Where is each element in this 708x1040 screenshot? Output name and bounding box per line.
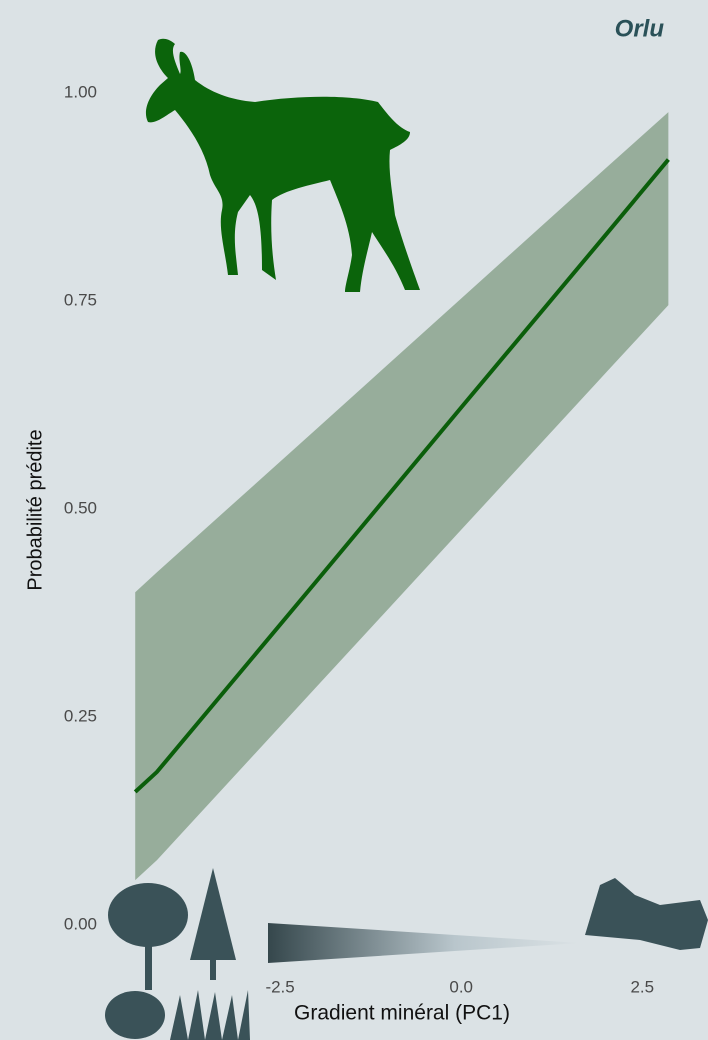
- confidence-band: [135, 112, 669, 881]
- prediction-line: [133, 158, 670, 794]
- y-tick-label: 0.50: [64, 498, 97, 517]
- y-tick-label: 0.00: [64, 914, 97, 933]
- x-axis-label: Gradient minéral (PC1): [294, 1002, 510, 1025]
- x-tick-label: 2.5: [630, 977, 654, 996]
- x-tick-label: -2.5: [265, 977, 294, 996]
- chamois-icon: [145, 38, 420, 292]
- gradient-wedge: [268, 923, 580, 963]
- x-tick-label: 0.0: [449, 977, 473, 996]
- y-tick-label: 1.00: [64, 82, 97, 101]
- y-tick-label: 0.75: [64, 290, 97, 309]
- y-tick-label: 0.25: [64, 706, 97, 725]
- chart-title: Orlu: [615, 15, 665, 42]
- rock-icon: [585, 878, 708, 950]
- y-axis-label: Probabilité prédite: [24, 429, 46, 590]
- vegetation-icon: [105, 868, 250, 1040]
